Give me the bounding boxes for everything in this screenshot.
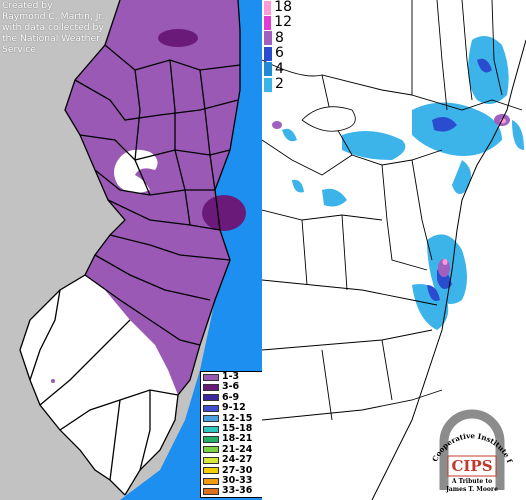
nj-legend-label: 12-15 [222,412,253,424]
nj-legend-label: 24-27 [222,454,253,466]
nj-legend-swatch [203,415,219,423]
us-snow-areas-peak [442,118,506,265]
nj-legend-swatch [203,456,219,464]
nj-legend-row: 33-36 [201,485,263,497]
nj-legend-row: 30-33 [201,474,263,486]
nj-legend-swatch [203,446,219,454]
nj-legend-row: 3-6 [201,381,263,393]
nj-legend-swatch [203,477,219,485]
credit-line-5: Service [2,44,36,55]
nj-legend-swatch [203,436,219,444]
cips-acronym: CIPS [451,457,492,475]
us-legend-row: 8 [264,29,292,46]
nj-snow-dot [51,379,55,383]
nj-snow-area-3-6-east [202,195,246,231]
nj-legend-row: 24-27 [201,454,263,466]
nj-legend-swatch [203,373,219,381]
us-snowfall-legend: 18 12 8 6 4 2 [264,0,292,92]
us-legend-row: 2 [264,75,292,92]
us-legend-row: 6 [264,45,292,62]
cips-tribute-line-2: James T. Moore [445,486,498,493]
nj-legend-row: 18-21 [201,433,263,445]
nj-legend-label: 15-18 [222,422,253,434]
us-legend-label: 2 [275,75,284,92]
nj-legend-label: 6-9 [222,391,240,403]
us-legend-label: 18 [274,0,292,15]
us-legend-swatch [264,77,272,92]
nj-legend-row: 9-12 [201,402,263,414]
nj-legend-row: 12-15 [201,412,263,424]
nj-legend-label: 33-36 [222,485,253,497]
us-legend-label: 12 [274,14,292,31]
nj-legend-swatch [203,425,219,433]
us-legend-row: 18 [264,0,292,15]
us-legend-swatch [264,62,272,77]
credit-line-1: Created by [2,0,53,11]
nj-no-snow-pocket [114,149,158,194]
cips-tribute-line-1: A Tribute to [451,478,492,485]
nj-legend-label: 9-12 [222,402,246,414]
nj-legend-row: 1-3 [201,371,263,382]
nj-legend-label: 3-6 [222,381,240,393]
nj-legend-row: 15-18 [201,422,263,434]
credit-line-4: the National Weather [2,33,100,44]
us-legend-swatch [264,16,272,31]
us-legend-swatch [264,0,272,15]
credit-line-3: with data collected by [2,22,104,33]
nj-county-borders [19,0,241,496]
us-legend-label: 4 [275,60,284,77]
nj-legend-swatch [203,467,219,475]
us-legend-label: 6 [275,45,284,62]
nj-snowfall-legend: 1-3 3-6 6-9 9-12 12-15 15-18 18-21 21-24 24-27 27… [200,371,264,498]
nj-legend-swatch [203,487,219,495]
us-legend-row: 4 [264,60,292,77]
us-snow-areas-medium [427,58,492,301]
nj-legend-swatch [203,404,219,412]
nj-legend-label: 21-24 [222,443,253,455]
nj-snowfall-map: Created by Raymond C. Martin, Jr. with d… [0,0,264,500]
us-state-borders [261,0,523,421]
nj-legend-label: 27-30 [222,464,253,476]
cips-arch-icon [439,409,505,490]
pennsylvania-land [0,265,70,330]
us-coastline [371,39,526,500]
us-legend-row: 12 [264,14,292,31]
nj-legend-row: 27-30 [201,464,263,476]
nj-legend-label: 1-3 [222,371,240,382]
lake-erie-shape [301,106,356,132]
nj-no-snow-area [20,275,178,495]
nj-legend-row: 6-9 [201,391,263,403]
nj-legend-swatch [203,394,219,402]
us-legend-swatch [264,31,272,46]
credit-line-2: Raymond C. Martin, Jr. [2,11,105,22]
nj-legend-row: 21-24 [201,443,263,455]
us-legend-swatch [264,46,272,61]
nj-legend-swatch [203,384,219,392]
nj-snow-area-3-6-north [158,29,198,47]
credit-text: Created by Raymond C. Martin, Jr. with d… [2,0,120,55]
nj-legend-label: 30-33 [222,474,253,486]
cips-acronym-box [447,455,497,477]
cips-logo: Cooperative Institute for Precipitation … [422,372,515,493]
nj-legend-label: 18-21 [222,433,253,445]
us-legend-label: 8 [275,29,284,46]
